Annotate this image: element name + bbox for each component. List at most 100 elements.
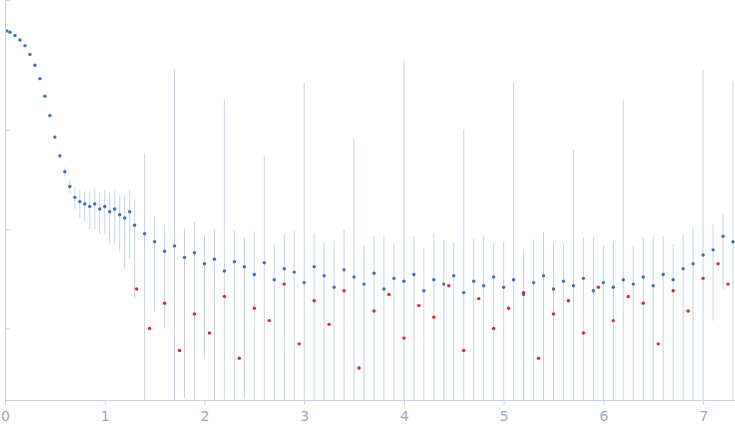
point — [332, 286, 335, 289]
error-bar — [393, 243, 394, 400]
point — [502, 286, 505, 289]
point — [661, 273, 664, 276]
point — [432, 278, 435, 281]
y-axis — [5, 1, 10, 401]
point — [342, 289, 345, 292]
error-bar — [703, 70, 704, 400]
x-tick-mark — [603, 400, 604, 405]
point — [512, 278, 515, 281]
point — [193, 312, 196, 315]
error-bar — [134, 199, 135, 298]
point — [472, 279, 475, 282]
point — [671, 278, 674, 281]
error-bar — [89, 192, 90, 230]
point — [13, 34, 16, 37]
point — [133, 223, 136, 226]
point — [522, 291, 525, 294]
point — [203, 262, 206, 265]
point — [223, 295, 226, 298]
point — [243, 265, 246, 268]
point — [402, 336, 405, 339]
point — [68, 185, 71, 188]
error-bar — [563, 245, 564, 400]
point — [402, 279, 405, 282]
point — [592, 289, 595, 292]
point — [537, 357, 540, 360]
error-bar — [294, 231, 295, 400]
point — [417, 304, 420, 307]
point — [48, 114, 51, 117]
x-tick: 5 — [500, 400, 509, 424]
error-bar — [94, 188, 95, 229]
error-bar — [573, 150, 574, 400]
x-tick-mark — [703, 400, 704, 405]
error-bar — [254, 231, 255, 400]
point — [113, 207, 116, 210]
x-tick-mark — [404, 400, 405, 405]
point — [327, 323, 330, 326]
point — [322, 274, 325, 277]
point — [123, 216, 126, 219]
error-bar — [164, 225, 165, 328]
error-bar — [453, 242, 454, 400]
error-bar — [324, 242, 325, 400]
y-tick-mark — [5, 130, 10, 131]
x-tick-mark — [204, 400, 205, 405]
point — [721, 235, 724, 238]
point — [671, 289, 674, 292]
error-bar — [109, 193, 110, 244]
error-bar — [683, 234, 684, 400]
point — [63, 170, 66, 173]
error-bar — [204, 236, 205, 358]
point — [163, 250, 166, 253]
point — [462, 291, 465, 294]
error-bar — [234, 231, 235, 400]
point — [477, 297, 480, 300]
x-tick-mark — [304, 400, 305, 405]
point — [263, 261, 266, 264]
error-bar — [713, 224, 714, 320]
error-bar — [553, 242, 554, 400]
point — [462, 349, 465, 352]
error-bar — [483, 235, 484, 400]
y-tick-mark — [5, 328, 10, 329]
y-tick-mark — [5, 229, 10, 230]
error-bar — [244, 238, 245, 398]
x-tick-label: 0 — [1, 408, 10, 424]
point — [691, 262, 694, 265]
error-bar — [214, 229, 215, 400]
error-bar — [633, 246, 634, 400]
error-bar — [623, 100, 624, 400]
error-bar — [693, 227, 694, 400]
error-bar — [473, 239, 474, 400]
error-bar — [723, 213, 724, 289]
error-bar — [274, 244, 275, 400]
point — [701, 277, 704, 280]
error-bar — [154, 216, 155, 311]
point — [552, 312, 555, 315]
point — [312, 265, 315, 268]
error-bar — [543, 232, 544, 400]
point — [148, 327, 151, 330]
error-bar — [383, 236, 384, 400]
error-bar — [593, 237, 594, 400]
point — [452, 274, 455, 277]
point — [23, 44, 26, 47]
error-bar — [284, 234, 285, 400]
point — [108, 210, 111, 213]
point — [28, 53, 31, 56]
point — [93, 202, 96, 205]
point — [83, 202, 86, 205]
point — [652, 284, 655, 287]
point — [53, 135, 56, 138]
point — [372, 309, 375, 312]
error-bar — [503, 241, 504, 400]
x-tick-label: 2 — [200, 408, 209, 424]
point — [392, 277, 395, 280]
error-bar — [264, 156, 265, 400]
point — [153, 240, 156, 243]
point — [43, 94, 46, 97]
error-bar — [124, 195, 125, 268]
point — [642, 275, 645, 278]
error-bar — [174, 70, 175, 400]
